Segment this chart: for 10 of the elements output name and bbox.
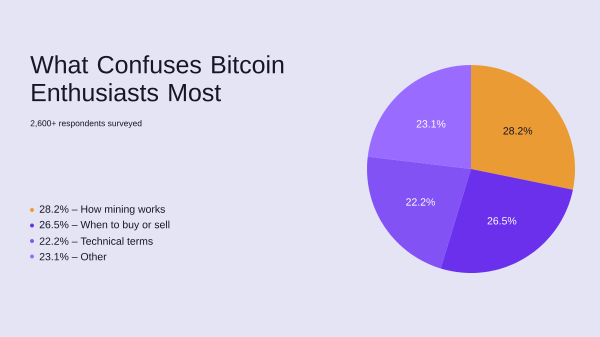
legend-label: 28.2% – How mining works (40, 205, 165, 215)
data-label: 28.2% (503, 127, 532, 135)
data-label: 26.5% (488, 217, 516, 225)
data-label: 22.2% (406, 198, 435, 206)
chart-title: What Confuses Bitcoin Enthusiasts Most (30, 55, 284, 102)
text: 2,600+ respondents surveyed (30, 120, 142, 128)
data-label: 23.1% (416, 120, 446, 128)
legend-label: 26.5% – When to buy or sell (40, 220, 170, 230)
legend-label: 23.1% – Other (40, 252, 106, 260)
legend-label: 22.2% – Technical terms (40, 237, 153, 245)
